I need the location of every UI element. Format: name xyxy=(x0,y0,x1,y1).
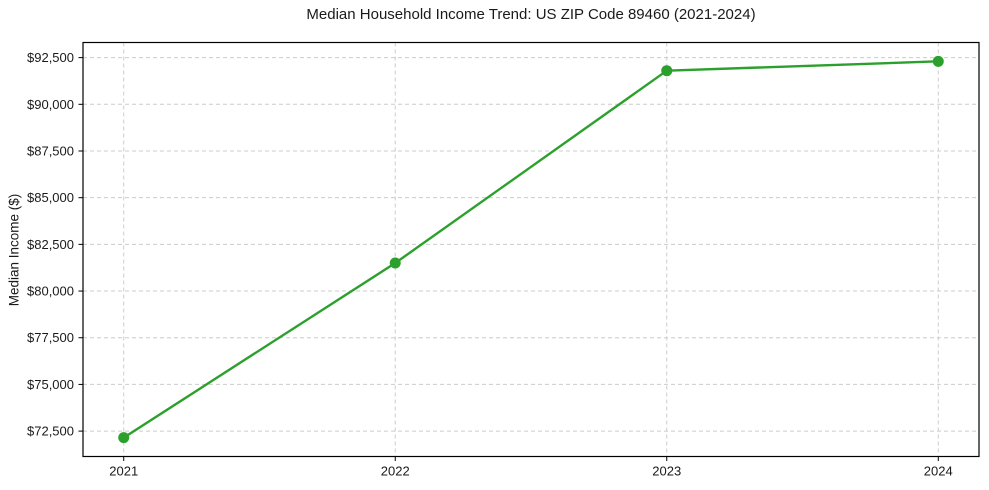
x-tick-label: 2022 xyxy=(381,464,410,479)
chart-line xyxy=(122,60,940,439)
y-tick-label: $85,000 xyxy=(27,190,74,205)
y-tick-label: $77,500 xyxy=(27,330,74,345)
x-tick-label: 2024 xyxy=(924,464,953,479)
y-tick-label: $80,000 xyxy=(27,284,74,299)
chart-title: Median Household Income Trend: US ZIP Co… xyxy=(306,6,756,23)
y-tick-label: $82,500 xyxy=(27,237,74,252)
data-point-marker xyxy=(932,55,944,67)
x-tick-label: 2023 xyxy=(652,464,681,479)
data-point-marker xyxy=(661,65,673,77)
y-tick-label: $75,000 xyxy=(27,377,74,392)
y-tick-label: $92,500 xyxy=(27,50,74,65)
plot-border xyxy=(82,41,980,458)
y-tick-label: $87,500 xyxy=(27,143,74,158)
y-tick-label: $72,500 xyxy=(27,424,74,439)
data-point-marker xyxy=(118,432,130,444)
x-tick-label: 2021 xyxy=(109,464,138,479)
data-point-marker xyxy=(389,257,401,269)
y-tick-label: $90,000 xyxy=(27,97,74,112)
